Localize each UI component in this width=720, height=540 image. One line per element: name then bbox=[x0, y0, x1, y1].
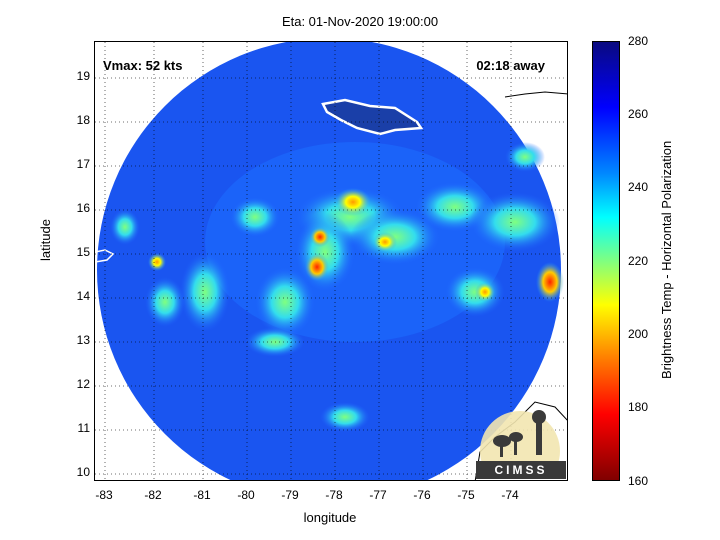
x-tick-label: -77 bbox=[369, 488, 387, 502]
map-axes: Vmax: 52 kts 02:18 away bbox=[94, 41, 568, 481]
y-tick-label: 15 bbox=[76, 245, 90, 259]
colorbar-tick: 200 bbox=[628, 327, 649, 341]
y-tick-label: 14 bbox=[76, 289, 90, 303]
colorbar-tick: 220 bbox=[628, 254, 649, 268]
y-tick-label: 18 bbox=[76, 113, 90, 127]
x-tick-label: -74 bbox=[501, 488, 519, 502]
cimss-logo: CIMSS bbox=[476, 410, 566, 479]
microwave-image bbox=[95, 42, 567, 480]
time-away-label: 02:18 away bbox=[476, 58, 545, 73]
colorbar-tick: 180 bbox=[628, 400, 649, 414]
cimss-logo-text: CIMSS bbox=[494, 463, 547, 477]
y-tick-label: 16 bbox=[76, 201, 90, 215]
x-tick-label: -75 bbox=[457, 488, 475, 502]
x-tick-label: -80 bbox=[237, 488, 255, 502]
colorbar-tick: 260 bbox=[628, 107, 649, 121]
x-tick-label: -79 bbox=[281, 488, 299, 502]
y-tick-label: 12 bbox=[76, 377, 90, 391]
colorbar-tick: 240 bbox=[628, 180, 649, 194]
x-tick-label: -78 bbox=[325, 488, 343, 502]
y-axis-label: latitude bbox=[38, 219, 53, 261]
y-tick-label: 11 bbox=[77, 421, 90, 435]
grid-lines bbox=[95, 42, 567, 480]
coastline-honduras bbox=[95, 249, 115, 263]
x-tick-label: -81 bbox=[193, 488, 211, 502]
x-tick-label: -83 bbox=[95, 488, 113, 502]
y-tick-label: 10 bbox=[76, 465, 90, 479]
colorbar bbox=[592, 41, 620, 481]
y-tick-label: 17 bbox=[76, 157, 90, 171]
colorbar-label: Brightness Temp - Horizontal Polarizatio… bbox=[659, 140, 674, 379]
colorbar-tick: 280 bbox=[628, 34, 649, 48]
colorbar-tick: 160 bbox=[628, 474, 649, 488]
coastline-haiti bbox=[504, 91, 567, 98]
convective-cores bbox=[148, 188, 564, 302]
y-tick-label: 13 bbox=[76, 333, 90, 347]
plot-title: Eta: 01-Nov-2020 19:00:00 bbox=[281, 14, 439, 29]
x-tick-label: -76 bbox=[413, 488, 431, 502]
x-axis-label: longitude bbox=[303, 510, 357, 525]
spiral-bands bbox=[110, 142, 560, 432]
vmax-label: Vmax: 52 kts bbox=[103, 58, 183, 73]
jamaica-outline bbox=[321, 98, 424, 136]
x-tick-label: -82 bbox=[144, 488, 162, 502]
y-tick-label: 19 bbox=[76, 69, 90, 83]
